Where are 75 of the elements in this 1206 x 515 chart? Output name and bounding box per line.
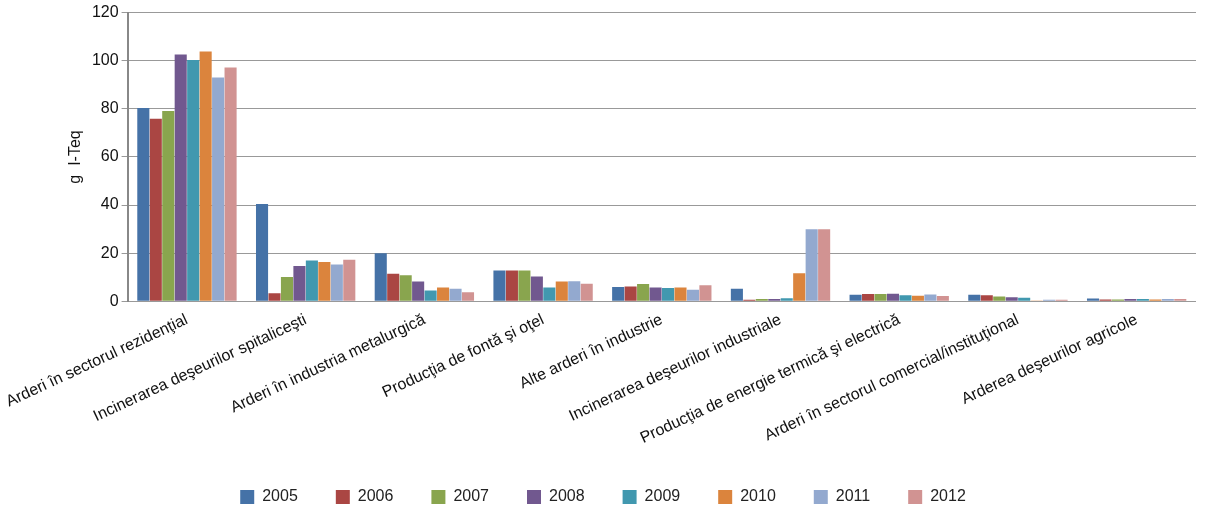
bar xyxy=(518,270,531,301)
bar xyxy=(530,276,543,301)
bar xyxy=(505,270,518,301)
bar xyxy=(686,289,699,301)
bar xyxy=(149,118,162,301)
bar xyxy=(862,294,875,301)
bar xyxy=(993,296,1006,301)
bar xyxy=(849,294,862,301)
bar xyxy=(649,287,662,301)
bar xyxy=(674,287,687,301)
bar xyxy=(293,265,306,301)
bar xyxy=(886,293,900,301)
bar xyxy=(780,298,793,301)
bar xyxy=(374,253,387,301)
bar xyxy=(212,77,225,301)
bar xyxy=(305,260,318,301)
bar xyxy=(1086,298,1100,301)
bar xyxy=(924,294,937,301)
bar xyxy=(449,288,462,301)
bar xyxy=(343,259,356,301)
bar xyxy=(387,273,400,301)
bar xyxy=(1018,297,1031,301)
bar xyxy=(199,51,212,301)
bar xyxy=(255,203,269,301)
bar xyxy=(936,296,949,301)
bar xyxy=(899,295,912,301)
bar xyxy=(268,293,281,301)
y-tick-label: 20 xyxy=(100,243,119,261)
bar xyxy=(580,283,593,301)
legend-label: 2006 xyxy=(357,487,394,505)
bar xyxy=(330,264,343,301)
legend-label: 2007 xyxy=(453,487,490,505)
bar xyxy=(437,287,450,301)
bar xyxy=(424,290,437,301)
bar xyxy=(612,286,625,301)
bar xyxy=(874,294,887,301)
legend-label: 2011 xyxy=(835,487,871,505)
y-tick-label: 100 xyxy=(91,51,119,69)
bar xyxy=(968,294,981,301)
bar xyxy=(461,292,475,301)
bar xyxy=(555,281,568,301)
bar xyxy=(280,277,294,301)
y-tick-label: 60 xyxy=(100,147,119,165)
bar xyxy=(162,111,175,301)
bar xyxy=(805,229,818,301)
bar xyxy=(818,229,831,301)
bar xyxy=(624,286,637,301)
legend-label: 2010 xyxy=(740,487,776,505)
bar xyxy=(412,281,425,301)
legend-label: 2008 xyxy=(549,487,585,505)
bar xyxy=(224,67,237,301)
bar xyxy=(187,60,200,301)
bar xyxy=(980,295,993,301)
bar xyxy=(543,287,556,301)
bar xyxy=(568,281,581,301)
y-tick-label: 0 xyxy=(109,291,119,309)
bar xyxy=(637,284,650,301)
y-tick-label: 40 xyxy=(100,195,119,213)
y-tick-label: 80 xyxy=(100,99,119,117)
bar xyxy=(793,273,806,301)
y-axis-title: g I-Teq xyxy=(65,130,83,184)
bar xyxy=(318,262,331,301)
bar xyxy=(911,295,924,301)
bar xyxy=(174,54,187,301)
bar xyxy=(730,288,743,301)
bar xyxy=(399,275,412,301)
bar xyxy=(137,107,150,301)
legend-label: 2005 xyxy=(262,487,298,505)
bar xyxy=(699,285,712,301)
legend-label: 2009 xyxy=(644,487,681,505)
bar xyxy=(493,270,506,301)
y-tick-label: 120 xyxy=(91,3,119,21)
bar xyxy=(661,288,675,301)
bar xyxy=(1005,297,1018,301)
legend-label: 2012 xyxy=(930,487,966,505)
